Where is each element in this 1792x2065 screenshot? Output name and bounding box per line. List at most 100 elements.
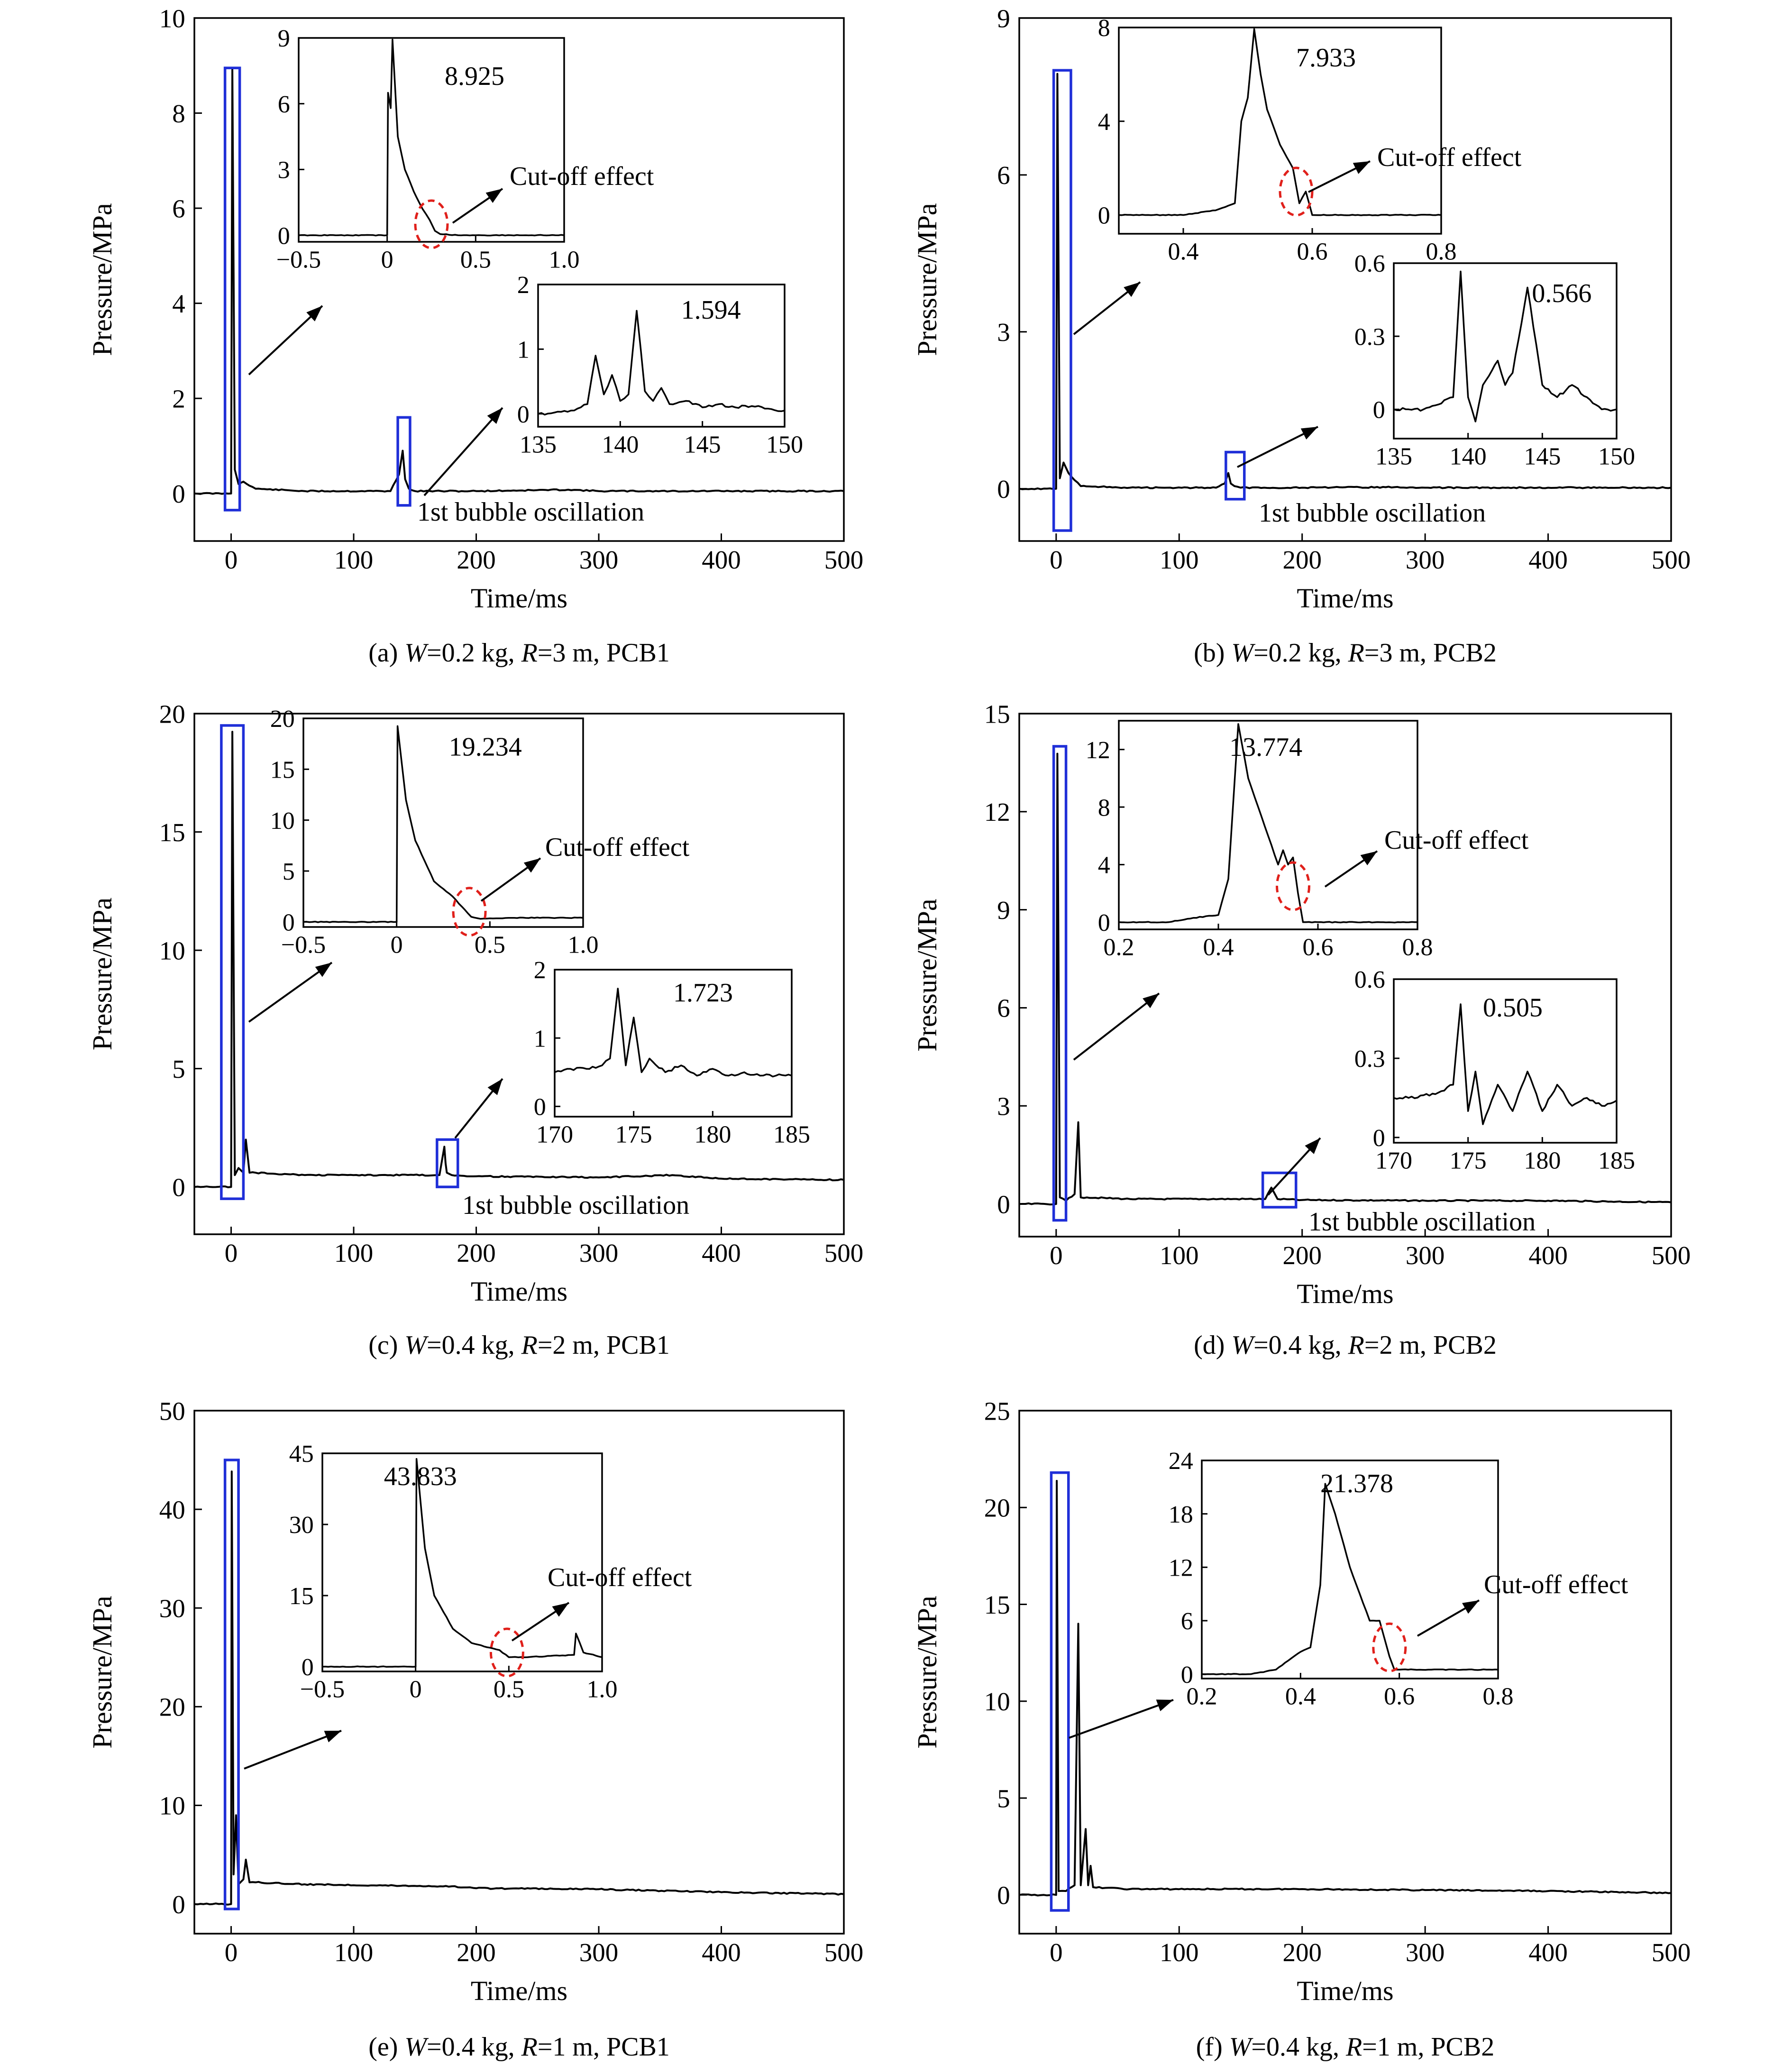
panel-c-inset-trace [303, 725, 584, 923]
panel-e-inset-axis-ytick-label: 45 [289, 1441, 314, 1468]
panel-c-axis-ytick-label: 5 [172, 1055, 185, 1083]
panel-d-highlight-box [1052, 745, 1068, 1222]
panel-c-inset-axis-xtick-label: 185 [773, 1121, 810, 1148]
panel-e-zoom-arrow-head [324, 1731, 341, 1743]
panel-b-cutoff-label: Cut-off effect [1377, 143, 1522, 172]
panel-d-axis-ytick-label: 6 [997, 994, 1010, 1023]
panel-b-highlight-box [1052, 69, 1072, 532]
panel-c-highlight-box [436, 1138, 459, 1188]
panel-a-axis-xtick-label: 300 [579, 545, 619, 574]
panel-c-trace [194, 731, 844, 1188]
panel-d-inset-axis-ytick-label: 8 [1098, 794, 1110, 821]
panel-c-axis-xtick-label: 500 [824, 1239, 864, 1267]
panel-e-axis-xtick-label: 0 [225, 1938, 238, 1967]
panel-e-highlight-box [223, 1459, 240, 1910]
panel-a-axis-ytick-label: 2 [172, 384, 185, 413]
panel-c-inset-axis-xtick-label: 175 [615, 1121, 652, 1148]
panel-c: 0 100 200 300 400 50005101520Time/msPressure/… [87, 699, 863, 1360]
panel-e-axis-ytick-label: 40 [159, 1495, 185, 1524]
panel-b-axis-xtick-label: 200 [1282, 545, 1322, 574]
panel-d-ylabel: Pressure/MPa [912, 899, 942, 1051]
panel-f-inset-axis-xtick-label: 0.6 [1384, 1683, 1415, 1710]
caption-part: R [1348, 638, 1364, 668]
panel-f-axis-xtick-label: 200 [1282, 1938, 1322, 1967]
panel-b-cutoff-arrow-head [1353, 161, 1370, 174]
panel-b-inset-axis-xtick-label: 0.4 [1168, 239, 1199, 266]
panel-c-zoom-arrow-head [315, 963, 332, 977]
panel-b-axis-ytick-label: 9 [997, 4, 1010, 33]
panel-a-axis-xtick-label: 0 [225, 545, 238, 574]
panel-a-inset-axis-xtick-label: 150 [766, 431, 803, 459]
panel-b-axis-ytick-label: 6 [997, 161, 1010, 190]
panel-c-zoom-arrow-head [487, 1079, 503, 1095]
panel-b-inset-axis-xtick-label: 140 [1450, 443, 1487, 470]
panel-c-axis-xtick-label: 400 [702, 1239, 741, 1267]
panel-a-inset-axis-ytick-label: 1 [517, 337, 530, 364]
panel-b-axis-xtick-label: 100 [1160, 545, 1199, 574]
panel-a-cutoff-arrow-head [485, 189, 503, 203]
caption-part: W [404, 1331, 429, 1360]
panel-a-inset-axis-ytick-label: 0 [517, 401, 530, 428]
panel-f: 0 100 200 300 400 500 0 5 10 15 20 25 Time/ms Pressur… [912, 1396, 1691, 2062]
panel-f-inset-axis-ytick-label: 18 [1169, 1501, 1193, 1528]
panel-c-bubble-label: 1st bubble oscillation [462, 1191, 689, 1220]
panel-d-axis-xtick-label: 400 [1528, 1241, 1568, 1270]
panel-e-axis-xtick-label: 400 [702, 1938, 741, 1967]
panel-c-axis-ytick-label: 15 [159, 818, 185, 847]
panel-c-ylabel: Pressure/MPa [87, 898, 118, 1050]
caption-part: (e) [368, 2032, 404, 2062]
panel-b-inset-axis-frame [1393, 262, 1618, 440]
panel-a-inset-axis-xtick-label: 140 [602, 431, 639, 459]
panel-d-zoom-arrow-head [1143, 993, 1159, 1009]
panel-d-axis-xtick-label: 100 [1160, 1241, 1199, 1270]
panel-d-peak-label: 13.774 [1229, 733, 1302, 762]
panel-c-axis-ytick-label: 10 [159, 936, 185, 965]
panel-c-axis-ytick-label: 0 [172, 1173, 185, 1202]
panel-b-zoom-arrow-head [1124, 282, 1140, 297]
panel-d-axis-xtick-label: 0 [1050, 1241, 1063, 1270]
panel-a-inset-axis-xtick-label: 0 [381, 247, 393, 274]
panel-b-inset-axis-xtick-label: 135 [1375, 443, 1412, 470]
panel-d-axis-xtick-label: 500 [1652, 1241, 1691, 1270]
panel-d-inset-axis-xtick-label: 0.6 [1303, 934, 1334, 961]
panel-a-caption: (a) W=0.2 kg, R=3 m, PCB1 [368, 638, 670, 668]
panel-f-cutoff-label: Cut-off effect [1484, 1570, 1628, 1599]
panel-e-ylabel: Pressure/MPa [87, 1596, 118, 1748]
panel-c-caption: (c) W=0.4 kg, R=2 m, PCB1 [368, 1331, 670, 1360]
panel-f-axis-ytick-label: 0 [997, 1881, 1010, 1910]
panel-f-ylabel: Pressure/MPa [912, 1596, 942, 1748]
panel-a-inset-axis-xtick-label: 0.5 [460, 247, 491, 274]
caption-part: W [1231, 638, 1255, 668]
panel-e-axis-xtick-label: 500 [824, 1938, 864, 1967]
panel-c-inset-axis-frame [554, 969, 793, 1118]
panel-c-axis-xtick-label: 100 [334, 1239, 374, 1267]
panel-a-axis-ytick-label: 8 [172, 99, 185, 128]
panel-c-peak-label: 1.723 [673, 978, 733, 1008]
panel-d-inset-axis-frame [1118, 720, 1418, 930]
panel-f-inset-axis-xtick-label: 0.8 [1483, 1683, 1514, 1710]
panel-b-inset-axis-ytick-label: 0.6 [1354, 250, 1385, 277]
panel-e-trace [194, 1470, 844, 1906]
panel-c-inset-axis-ytick-label: 10 [270, 808, 295, 835]
panel-d-inset-axis-xtick-label: 0.2 [1104, 934, 1134, 961]
panel-f-axis-xtick-label: 400 [1528, 1938, 1568, 1967]
caption-part: =0.2 kg, [427, 638, 521, 668]
panel-d-cutoff-arrow-head [1360, 851, 1377, 865]
panel-d: 0 100 200 300 400 50003691215Time/msPressure/… [912, 699, 1691, 1360]
panel-a-inset-2: 135 140 145 150 0 1 2 1.594 [517, 272, 803, 458]
panel-b-inset-trace [1118, 28, 1442, 216]
panel-d-inset-axis-ytick-label: 0.6 [1354, 966, 1385, 993]
panel-a-inset-trace [298, 38, 565, 237]
panel-f-inset-axis-ytick-label: 12 [1169, 1555, 1193, 1582]
panel-d-inset-trace [1118, 723, 1417, 924]
panel-f-zoom-arrow-head [1156, 1699, 1173, 1711]
caption-part: W [404, 2032, 429, 2062]
panel-b-inset-axis-ytick-label: 8 [1098, 15, 1110, 42]
panel-f-inset-trace [1201, 1483, 1499, 1676]
panel-a: 0 100 200 300 400 5000246810Time/msPressure/M… [87, 4, 863, 668]
panel-d-inset-1: 0.2 0.4 0.6 0.8 0 4 8 12 13.774 Cut-off effect [1086, 720, 1529, 961]
panel-d-inset-axis-ytick-label: 4 [1098, 852, 1110, 879]
panel-f-caption: (f) W=0.4 kg, R=1 m, PCB2 [1196, 2032, 1494, 2062]
panel-e-axis-ytick-label: 20 [159, 1693, 185, 1722]
